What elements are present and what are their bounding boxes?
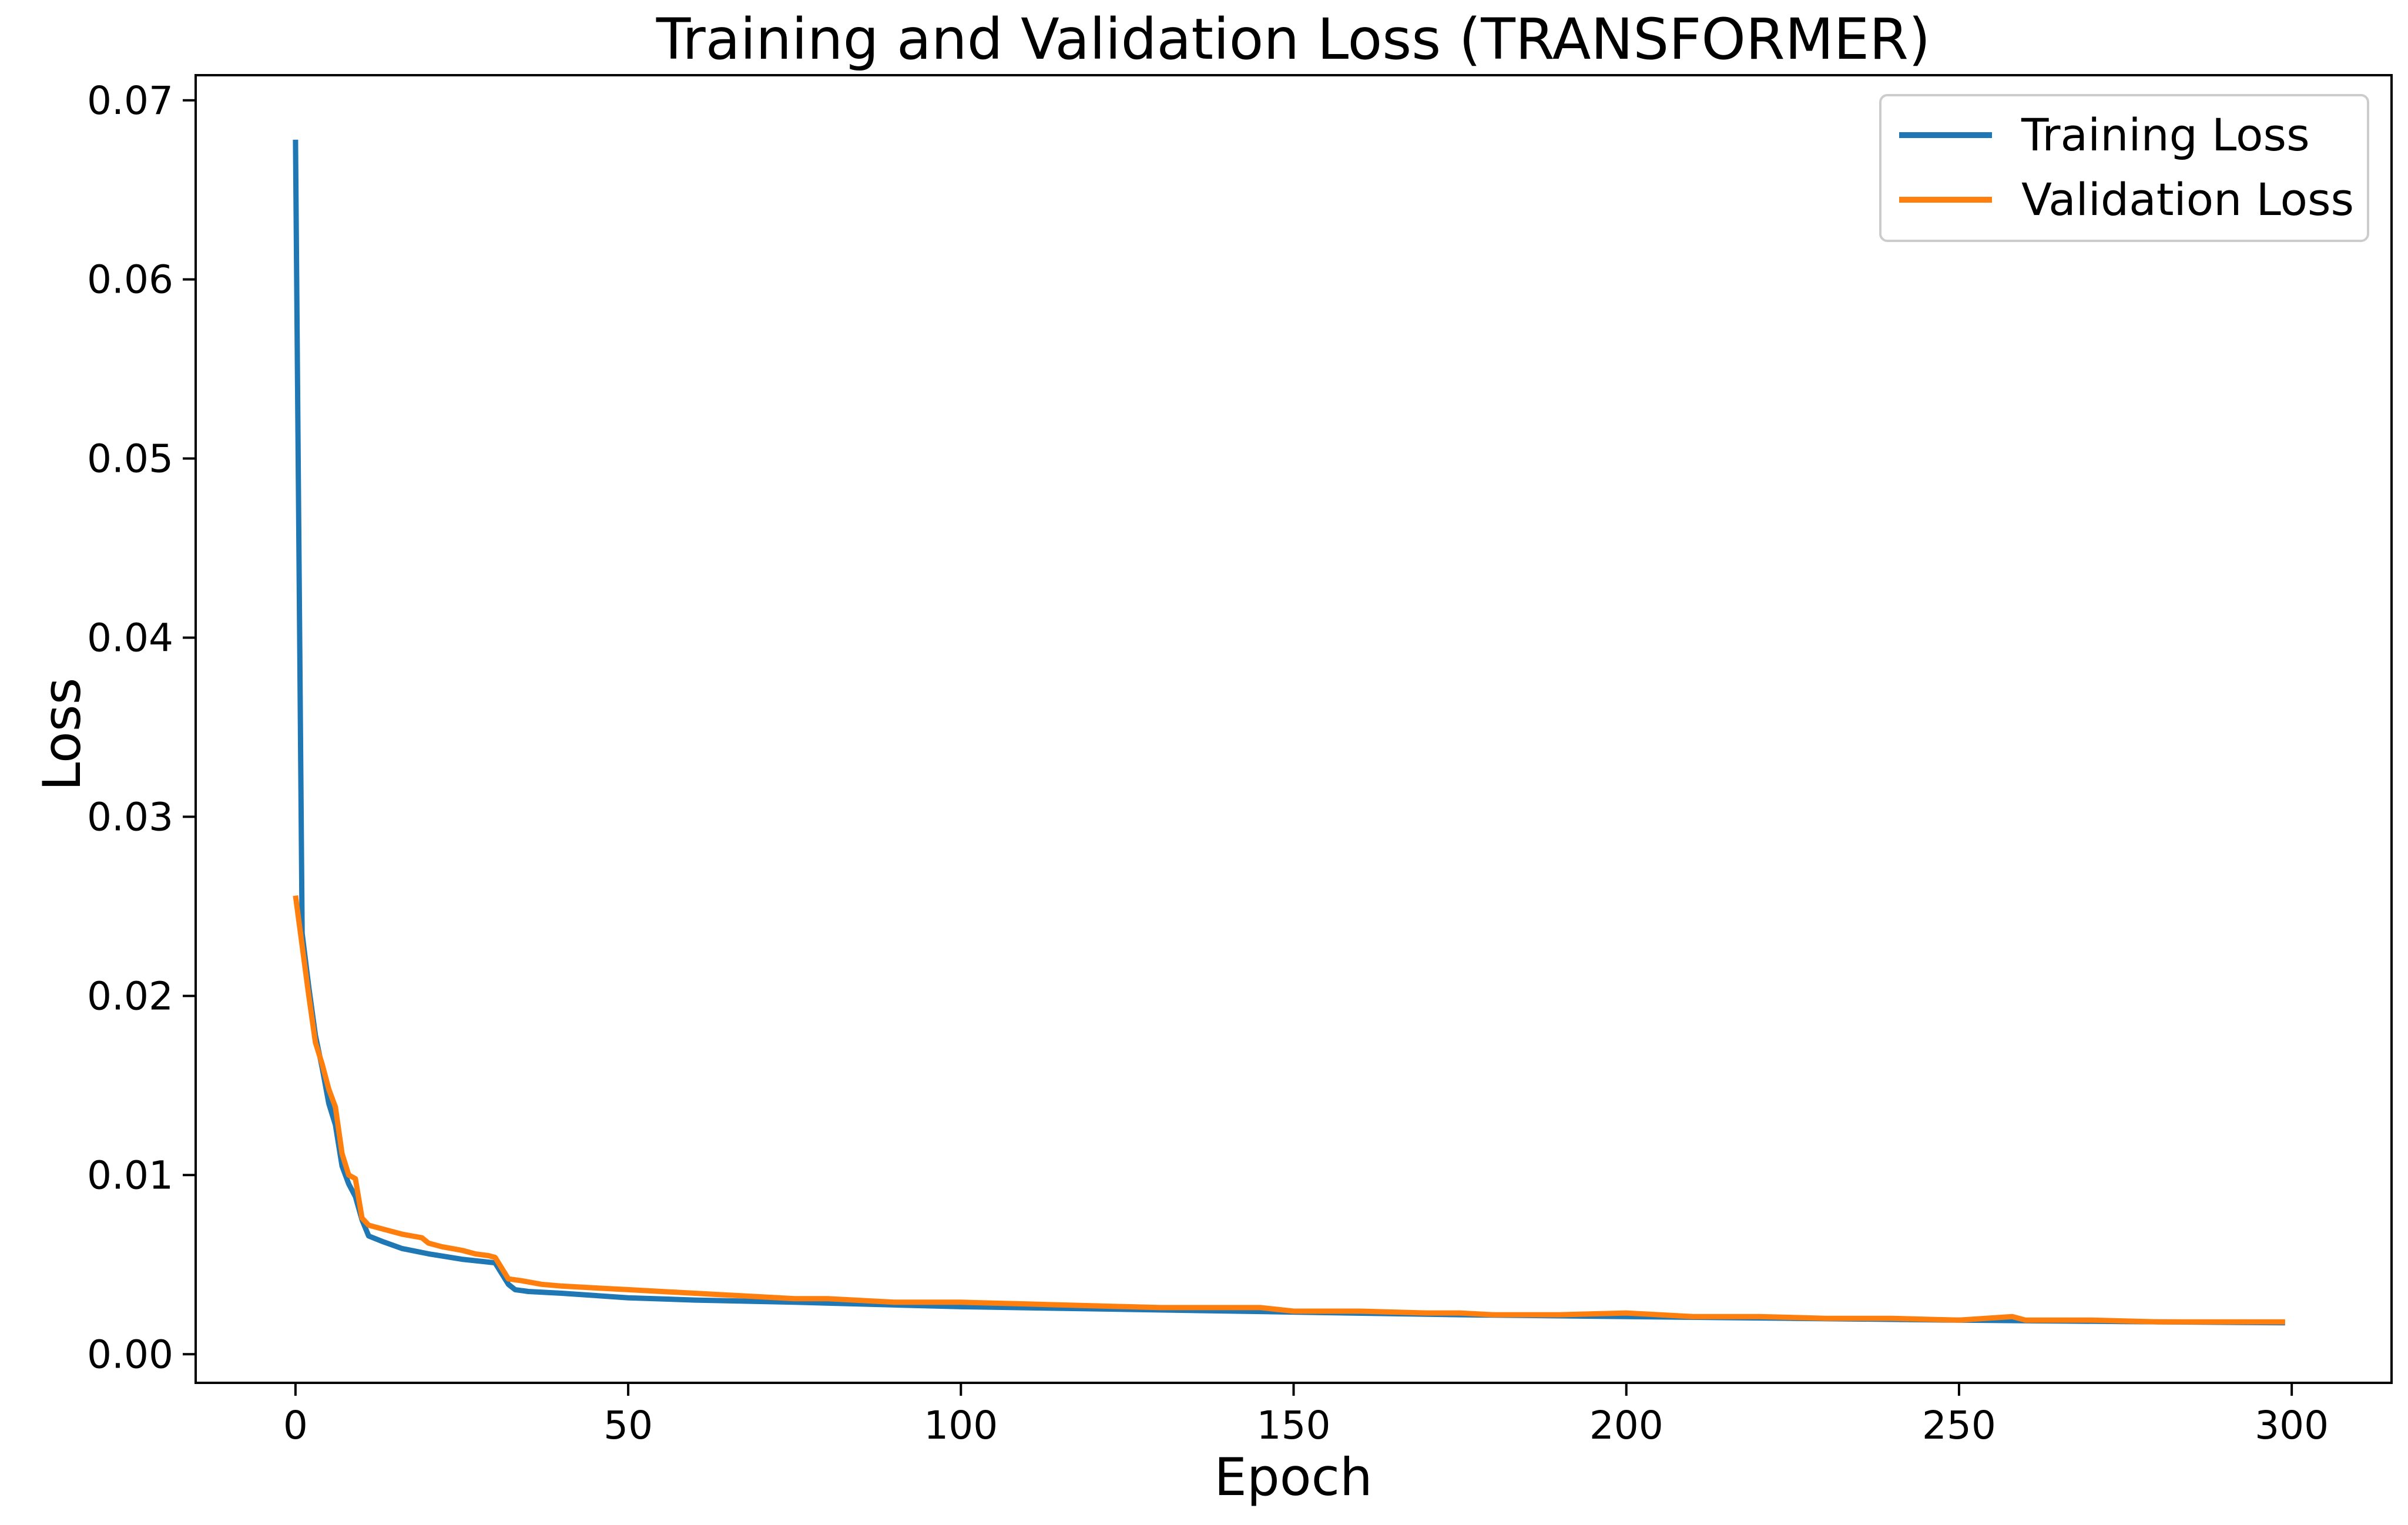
series-lines: [293, 139, 2285, 1326]
y-tick-label: 0.07: [87, 78, 173, 123]
y-tick-label: 0.03: [87, 795, 173, 840]
x-tick-label: 250: [1922, 1403, 1996, 1448]
x-tick-label: 100: [924, 1403, 998, 1448]
x-tick-label: 150: [1257, 1403, 1331, 1448]
y-tick-label: 0.01: [87, 1153, 173, 1198]
y-tick-label: 0.00: [87, 1332, 173, 1377]
x-tick-label: 200: [1589, 1403, 1664, 1448]
training-loss-line: [293, 139, 2285, 1326]
y-axis-label: Loss: [32, 677, 92, 791]
y-tick-label: 0.04: [87, 616, 173, 661]
legend-box: [1879, 94, 2369, 242]
x-tick-label: 0: [283, 1403, 308, 1448]
legend: Training Loss Validation Loss: [1879, 94, 2369, 242]
chart-title: Training and Validation Loss (TRANSFORME…: [656, 6, 1931, 72]
x-tick-label: 300: [2255, 1403, 2329, 1448]
x-tick-label: 50: [603, 1403, 653, 1448]
plot-frame: [194, 74, 2393, 1384]
y-tick-label: 0.06: [87, 257, 173, 303]
y-tick-label: 0.02: [87, 973, 173, 1019]
x-axis-label: Epoch: [1214, 1447, 1372, 1507]
legend-label-training: Training Loss: [2021, 109, 2310, 161]
validation-loss-line: [293, 895, 2285, 1325]
legend-label-validation: Validation Loss: [2021, 173, 2354, 226]
y-tick-label: 0.05: [87, 436, 173, 482]
x-axis-ticks: 0 50 100 150 200 250 300: [283, 1383, 2329, 1448]
y-axis-ticks: 0.00 0.01 0.02 0.03 0.04 0.05 0.06 0.07: [87, 78, 196, 1377]
